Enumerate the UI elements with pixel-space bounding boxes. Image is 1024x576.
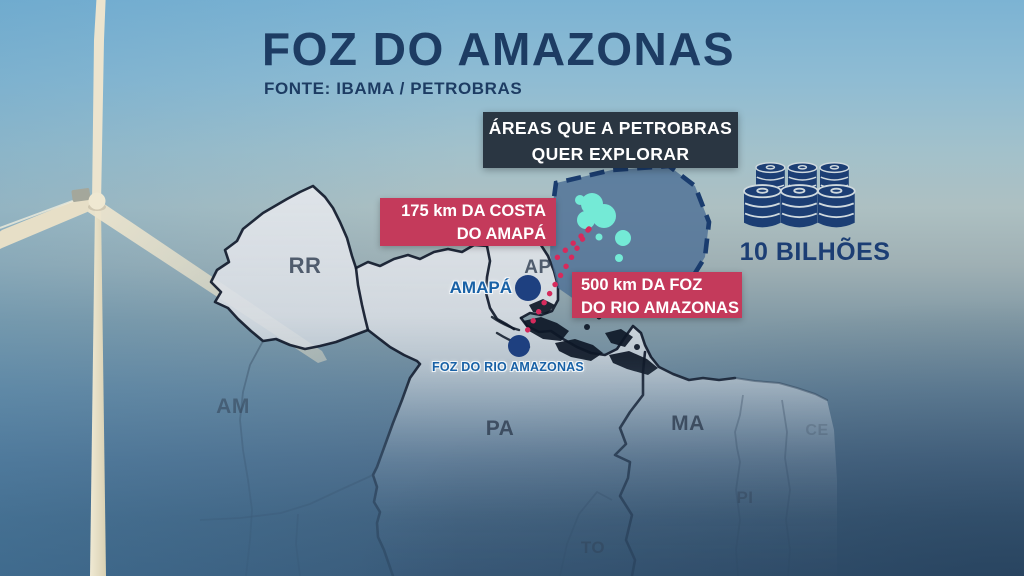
distance-coast-line2: DO AMAPÁ <box>456 225 546 243</box>
distance-label-river-mouth: 500 km DA FOZ DO RIO AMAZONAS <box>572 272 742 318</box>
border-tocantins <box>559 491 613 576</box>
border-amazonas-branch <box>295 513 301 576</box>
distance-lines <box>518 226 592 344</box>
line-500km <box>518 227 591 344</box>
reserve-value: 10 BILHÕES <box>739 238 891 266</box>
line-175km <box>547 226 592 267</box>
callout-line1: ÁREAS QUE A PETROBRAS <box>488 118 733 138</box>
distance-coast-line1: 175 km DA COSTA <box>401 202 546 220</box>
state-label-pa: PA <box>485 417 515 440</box>
state-label-to: TO <box>580 538 606 557</box>
border-para-west <box>366 328 422 576</box>
distance-river-line1: 500 km DA FOZ <box>581 276 703 294</box>
border-north <box>354 243 489 270</box>
state-label-ce: CE <box>805 422 829 439</box>
border-amazonas-west <box>239 340 264 576</box>
border-piaui-ceara <box>781 399 791 576</box>
distance-label-coast: 175 km DA COSTA DO AMAPÁ <box>380 198 556 246</box>
landmass <box>211 186 837 576</box>
state-label-ap: AP <box>524 257 552 278</box>
state-label-ma: MA <box>671 412 705 435</box>
foz-dot <box>508 335 530 357</box>
distance-river-line2: DO RIO AMAZONAS <box>581 299 739 317</box>
border-coast-east <box>734 377 828 401</box>
state-label-pi: PI <box>736 488 754 507</box>
state-label-rr: RR <box>288 253 322 278</box>
page-title: FOZ DO AMAZONAS <box>262 23 736 75</box>
state-label-am: AM <box>216 395 250 418</box>
source-credit: FONTE: IBAMA / PETROBRAS <box>264 79 523 98</box>
oil-barrels-icon <box>743 162 856 229</box>
brazil-north-map <box>199 184 837 576</box>
border-para-maranhao <box>613 350 647 576</box>
exploration-blocks <box>575 193 631 262</box>
river-mouth-islands <box>490 299 658 375</box>
foz-marker-label: FOZ DO RIO AMAZONAS <box>432 360 584 374</box>
border-maranhao-piaui <box>734 394 744 576</box>
callout-box: ÁREAS QUE A PETROBRAS QUER EXPLORAR <box>483 112 738 168</box>
border-amazonas-south <box>199 474 374 521</box>
callout-line2: QUER EXPLORAR <box>531 144 690 164</box>
border-roraima <box>209 184 370 351</box>
amapa-dot <box>515 275 541 301</box>
amapa-marker-label: AMAPÁ <box>449 278 512 297</box>
